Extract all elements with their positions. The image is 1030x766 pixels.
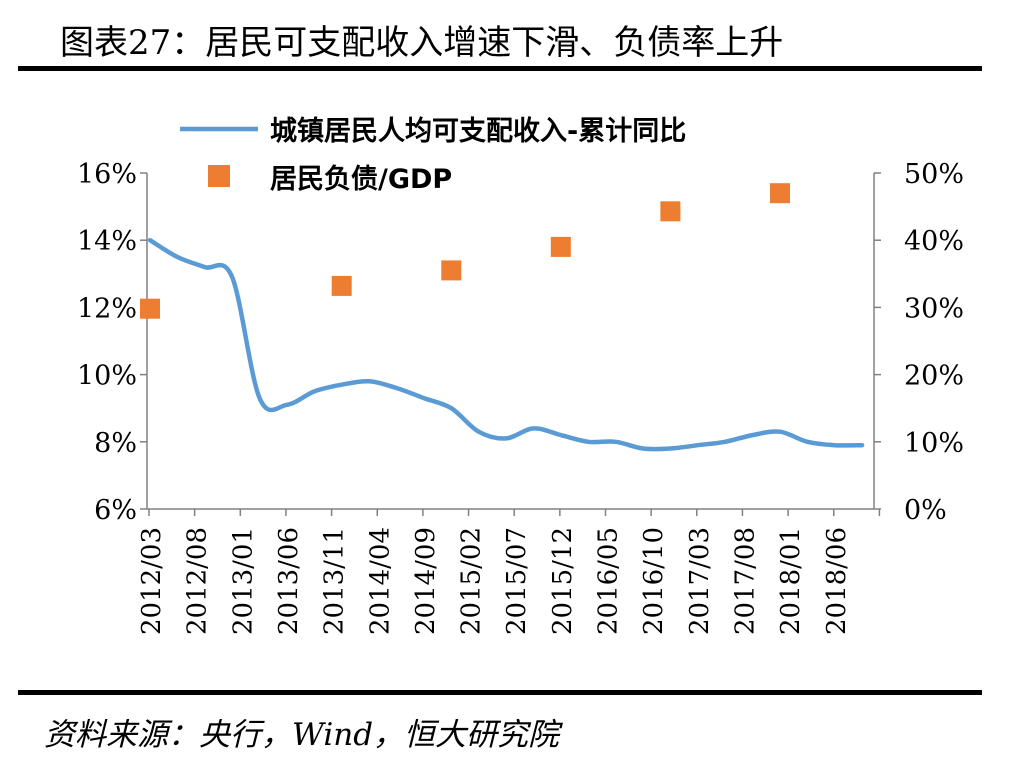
legend: 城镇居民人均可支配收入-累计同比 居民负债/GDP <box>180 116 686 195</box>
right-axis-ticks: 50% 40% 30% 20% 10% 0% <box>874 159 964 526</box>
x-axis-ticks <box>148 509 881 516</box>
chart-title: 图表27：居民可支配收入增速下滑、负债率上升 <box>60 23 783 63</box>
income-growth-series <box>147 237 865 452</box>
x-tick-label: 2015/02 <box>457 527 487 635</box>
legend-label-income: 城镇居民人均可支配收入-累计同比 <box>270 116 686 147</box>
plot-area <box>146 173 875 510</box>
income-growth-line <box>147 237 865 452</box>
x-tick-label: 2017/08 <box>730 527 760 635</box>
x-tick-label: 2012/03 <box>137 527 167 635</box>
right-tick-label: 20% <box>904 361 964 392</box>
x-axis-labels: 2012/03 2012/08 2013/01 2013/06 2013/11 2014/… <box>137 527 852 635</box>
x-tick-label: 2018/01 <box>776 527 806 635</box>
x-tick-label: 2014/04 <box>365 527 395 635</box>
x-tick-label: 2015/07 <box>502 527 532 635</box>
footer-rule <box>18 690 982 695</box>
x-tick-label: 2014/09 <box>411 527 441 635</box>
debt-gdp-point <box>660 201 681 222</box>
left-tick-label: 10% <box>77 361 137 392</box>
right-tick-label: 10% <box>904 428 964 459</box>
x-tick-label: 2016/10 <box>639 527 669 635</box>
left-tick-label: 6% <box>94 495 137 526</box>
right-tick-label: 0% <box>904 495 947 526</box>
left-tick-label: 8% <box>94 428 137 459</box>
x-tick-label: 2012/08 <box>183 527 213 635</box>
x-tick-label: 2013/01 <box>228 527 258 635</box>
legend-square-swatch <box>208 165 230 187</box>
x-tick-label: 2017/03 <box>685 527 715 635</box>
x-tick-label: 2018/06 <box>822 527 852 635</box>
left-tick-label: 16% <box>77 159 137 190</box>
debt-gdp-point <box>770 183 790 204</box>
right-tick-label: 50% <box>904 159 964 190</box>
x-tick-label: 2016/05 <box>594 527 624 635</box>
x-tick-label: 2015/12 <box>548 527 578 635</box>
debt-gdp-point <box>140 298 160 319</box>
right-tick-label: 30% <box>904 293 964 324</box>
left-axis-ticks: 16% 14% 12% 10% 8% 6% <box>77 159 147 526</box>
debt-gdp-series <box>140 183 790 319</box>
debt-gdp-point <box>331 275 352 296</box>
title-rule <box>18 66 982 71</box>
source-note: 资料来源：央行，Wind，恒大研究院 <box>44 717 563 753</box>
x-tick-label: 2013/06 <box>274 527 304 635</box>
debt-gdp-point <box>441 260 462 281</box>
debt-gdp-point <box>550 236 571 257</box>
legend-label-debt: 居民负债/GDP <box>270 164 452 195</box>
left-tick-label: 14% <box>77 226 137 257</box>
left-tick-label: 12% <box>77 293 137 324</box>
right-tick-label: 40% <box>904 226 964 257</box>
x-tick-label: 2013/11 <box>320 527 350 635</box>
